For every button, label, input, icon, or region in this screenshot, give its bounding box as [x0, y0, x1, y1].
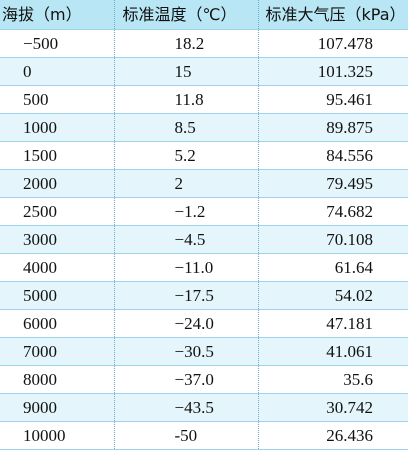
table-row: 500 11.8 95.461 — [0, 85, 408, 114]
altitude-cell: 6000 — [0, 309, 115, 338]
table-row: 4000 −11.0 61.64 — [0, 253, 408, 282]
temperature-cell: 11.8 — [114, 85, 259, 114]
pressure-cell: 47.181 — [258, 309, 408, 338]
table-row: 2500 −1.2 74.682 — [0, 197, 408, 226]
table-row: 7000 −30.5 41.061 — [0, 337, 408, 366]
temperature-cell: −30.5 — [114, 337, 259, 366]
pressure-cell: 79.495 — [258, 169, 408, 198]
pressure-cell: 54.02 — [258, 281, 408, 310]
pressure-cell: 74.682 — [258, 197, 408, 226]
table-header-row: 海拔（m） 标准温度（℃） 标准大气压（kPa） — [0, 0, 408, 30]
table-row: −500 18.2 107.478 — [0, 29, 408, 58]
pressure-cell: 70.108 — [258, 225, 408, 254]
header-standard-temperature: 标准温度（℃） — [114, 0, 259, 30]
table-row: 10000 -50 26.436 — [0, 421, 408, 450]
header-altitude: 海拔（m） — [0, 0, 115, 30]
temperature-cell: 8.5 — [114, 113, 259, 142]
altitude-cell: 10000 — [0, 421, 115, 450]
temperature-cell: 15 — [114, 57, 259, 86]
altitude-cell: 0 — [0, 57, 115, 86]
pressure-cell: 101.325 — [258, 57, 408, 86]
altitude-cell: 9000 — [0, 393, 115, 422]
temperature-cell: −24.0 — [114, 309, 259, 338]
altitude-cell: 5000 — [0, 281, 115, 310]
pressure-cell: 61.64 — [258, 253, 408, 282]
altitude-cell: 3000 — [0, 225, 115, 254]
pressure-cell: 30.742 — [258, 393, 408, 422]
table-row: 1000 8.5 89.875 — [0, 113, 408, 142]
table-row: 5000 −17.5 54.02 — [0, 281, 408, 310]
temperature-cell: −17.5 — [114, 281, 259, 310]
table-row: 2000 2 79.495 — [0, 169, 408, 198]
pressure-cell: 107.478 — [258, 29, 408, 58]
table-row: 6000 −24.0 47.181 — [0, 309, 408, 338]
pressure-cell: 89.875 — [258, 113, 408, 142]
altitude-cell: 2000 — [0, 169, 115, 198]
temperature-cell: −37.0 — [114, 365, 259, 394]
pressure-cell: 41.061 — [258, 337, 408, 366]
pressure-cell: 84.556 — [258, 141, 408, 170]
temperature-cell: 2 — [114, 169, 259, 198]
altitude-cell: −500 — [0, 29, 115, 58]
header-standard-pressure: 标准大气压（kPa） — [258, 0, 408, 30]
altitude-cell: 1500 — [0, 141, 115, 170]
pressure-cell: 26.436 — [258, 421, 408, 450]
table-row: 8000 −37.0 35.6 — [0, 365, 408, 394]
altitude-cell: 7000 — [0, 337, 115, 366]
altitude-cell: 8000 — [0, 365, 115, 394]
table-row: 1500 5.2 84.556 — [0, 141, 408, 170]
altitude-cell: 500 — [0, 85, 115, 114]
pressure-cell: 35.6 — [258, 365, 408, 394]
altitude-cell: 4000 — [0, 253, 115, 282]
pressure-cell: 95.461 — [258, 85, 408, 114]
temperature-cell: −4.5 — [114, 225, 259, 254]
temperature-cell: −11.0 — [114, 253, 259, 282]
table-row: 9000 −43.5 30.742 — [0, 393, 408, 422]
temperature-cell: 5.2 — [114, 141, 259, 170]
altitude-cell: 1000 — [0, 113, 115, 142]
altitude-cell: 2500 — [0, 197, 115, 226]
temperature-cell: −1.2 — [114, 197, 259, 226]
table-row: 0 15 101.325 — [0, 57, 408, 86]
temperature-cell: 18.2 — [114, 29, 259, 58]
table-row: 3000 −4.5 70.108 — [0, 225, 408, 254]
temperature-cell: -50 — [114, 421, 259, 450]
temperature-cell: −43.5 — [114, 393, 259, 422]
